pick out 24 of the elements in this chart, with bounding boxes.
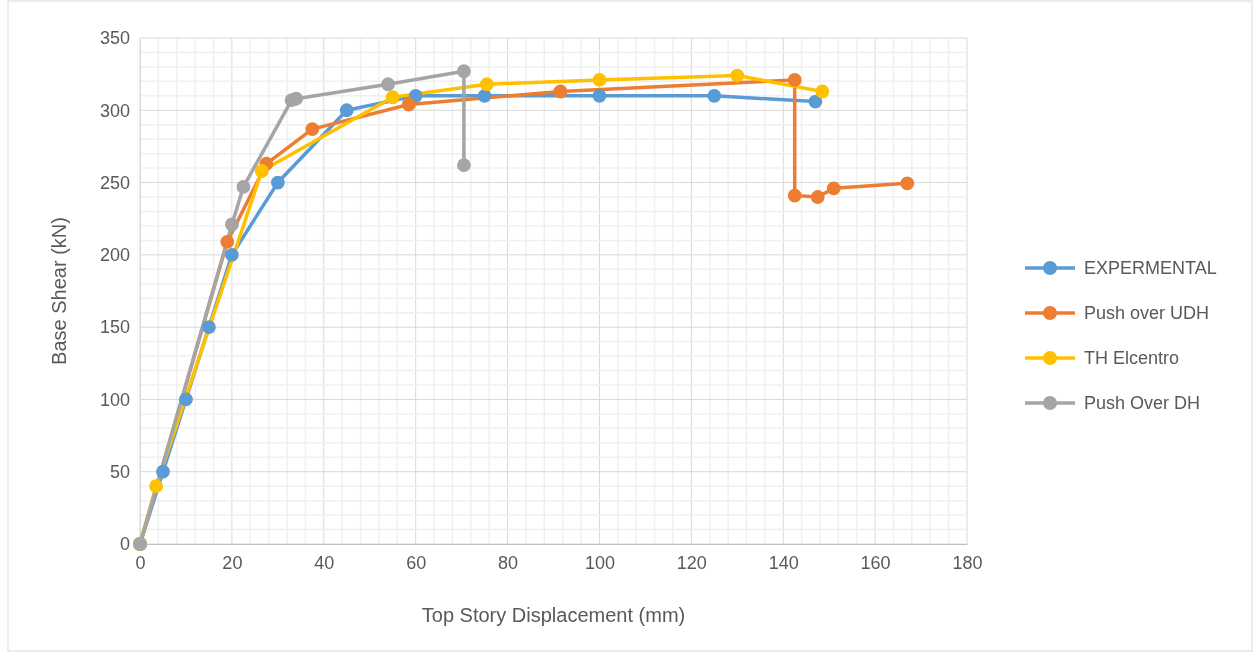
x-tick-label: 80: [498, 552, 519, 573]
y-tick-label: 250: [99, 172, 130, 193]
legend-label: EXPERMENTAL: [1084, 258, 1217, 278]
legend-label: Push over UDH: [1084, 303, 1210, 323]
y-tick-label: 300: [99, 100, 130, 121]
x-tick-label: 100: [584, 552, 615, 573]
x-tick-label: 160: [860, 552, 891, 573]
x-tick-label: 20: [222, 552, 243, 573]
y-tick-label: 50: [109, 461, 130, 482]
x-tick-label: 40: [314, 552, 335, 573]
x-tick-label: 180: [952, 552, 983, 573]
y-tick-label: 150: [99, 317, 130, 338]
x-tick-label: 0: [135, 552, 146, 573]
legend-label: Push Over DH: [1084, 393, 1201, 413]
y-tick-label: 350: [99, 28, 130, 49]
x-tick-label: 120: [676, 552, 707, 573]
y-tick-label: 200: [99, 245, 130, 266]
x-tick-label: 60: [406, 552, 427, 573]
x-tick-label: 140: [768, 552, 799, 573]
legend-label: TH Elcentro: [1084, 348, 1180, 368]
y-axis-title: Base Shear (kN): [48, 217, 70, 365]
y-tick-label: 100: [99, 389, 130, 410]
x-axis-title: Top Story Displacement (mm): [421, 604, 686, 626]
y-tick-label: 0: [119, 534, 130, 555]
